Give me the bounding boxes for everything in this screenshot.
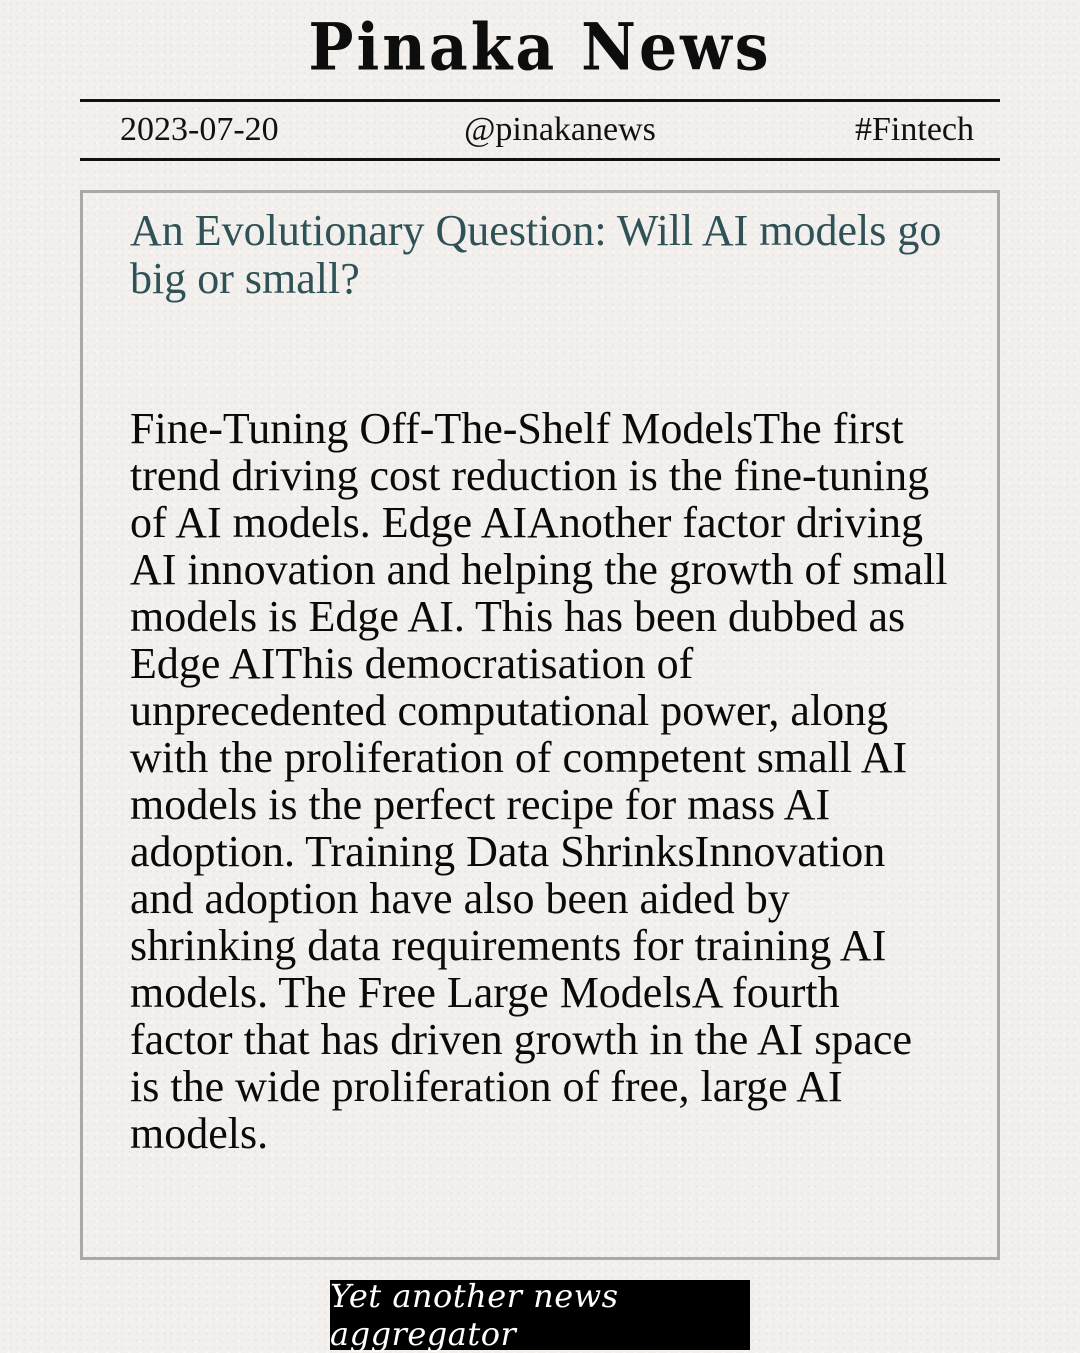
masthead-title: Pinaka News (308, 10, 772, 86)
article-body: Fine-Tuning Off-The-Shelf ModelsThe firs… (130, 404, 948, 1158)
category-hashtag: #Fintech (855, 111, 974, 148)
masthead-bottom-rule (80, 158, 1000, 161)
masthead-top-rule (80, 99, 1000, 102)
footer-tagline: Yet another news aggregator (330, 1277, 750, 1353)
article-card: An Evolutionary Question: Will AI models… (80, 190, 1000, 1260)
social-handle: @pinakanews (464, 111, 656, 148)
publish-date: 2023-07-20 (120, 111, 279, 148)
article-headline: An Evolutionary Question: Will AI models… (130, 206, 942, 303)
